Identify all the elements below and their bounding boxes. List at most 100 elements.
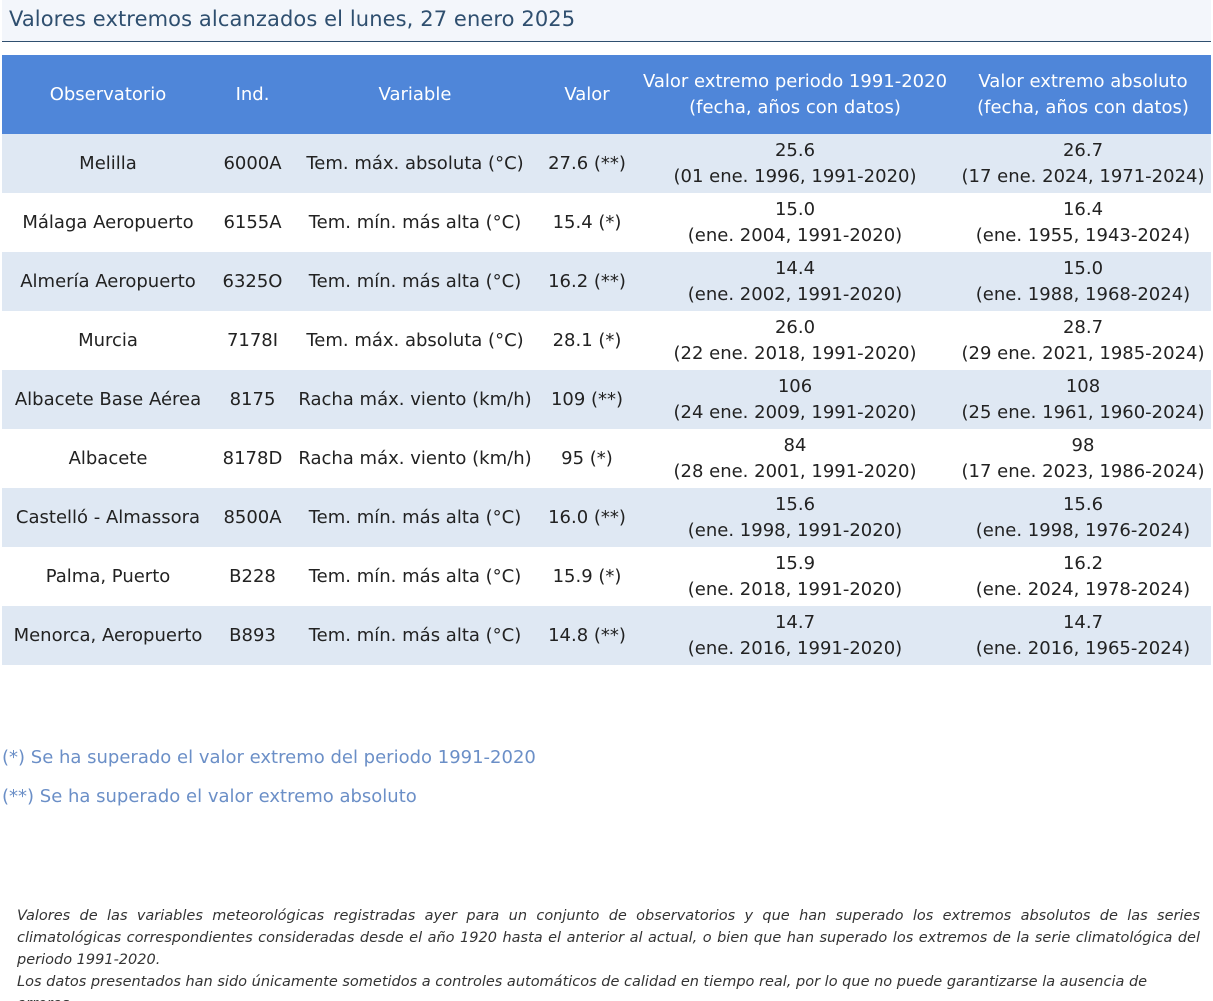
cell-absoluto-value: 28.7 bbox=[1062, 316, 1104, 338]
cell-periodo-value: 106 bbox=[777, 375, 813, 397]
cell-absoluto-date: (ene. 1988, 1968-2024) bbox=[975, 283, 1191, 305]
cell-periodo: 106 (24 ene. 2009, 1991-2020) bbox=[635, 370, 955, 429]
header-valor: Valor bbox=[539, 55, 635, 134]
table-row: Albacete 8178D Racha máx. viento (km/h) 95 … bbox=[2, 429, 1211, 488]
cell-periodo-date: (22 ene. 2018, 1991-2020) bbox=[673, 342, 917, 364]
cell-absoluto-value: 14.7 bbox=[1062, 611, 1104, 633]
table-row: Castelló - Almassora 8500A Tem. mín. más a… bbox=[2, 488, 1211, 547]
cell-periodo-date: (01 ene. 1996, 1991-2020) bbox=[673, 165, 917, 187]
cell-absoluto: 26.7 (17 ene. 2024, 1971-2024) bbox=[955, 134, 1211, 193]
header-periodo-line2: (fecha, años con datos) bbox=[689, 96, 901, 118]
cell-variable: Racha máx. viento (km/h) bbox=[291, 429, 539, 488]
cell-observatorio: Murcia bbox=[2, 311, 214, 370]
table-header-row: Observatorio Ind. Variable Valor Valor e… bbox=[2, 55, 1211, 134]
cell-absoluto-value: 26.7 bbox=[1062, 139, 1104, 161]
cell-periodo-value: 25.6 bbox=[774, 139, 816, 161]
cell-absoluto-date: (ene. 1998, 1976-2024) bbox=[975, 519, 1191, 541]
cell-ind: 7178I bbox=[214, 311, 291, 370]
cell-ind: 6155A bbox=[214, 193, 291, 252]
cell-absoluto: 16.4 (ene. 1955, 1943-2024) bbox=[955, 193, 1211, 252]
extremes-table: Observatorio Ind. Variable Valor Valor e… bbox=[2, 55, 1211, 665]
cell-periodo: 25.6 (01 ene. 1996, 1991-2020) bbox=[635, 134, 955, 193]
cell-valor: 14.8 (**) bbox=[539, 606, 635, 665]
cell-observatorio: Albacete Base Aérea bbox=[2, 370, 214, 429]
footer-paragraph-1: Valores de las variables meteorológicas … bbox=[17, 908, 1200, 968]
cell-valor: 16.0 (**) bbox=[539, 488, 635, 547]
cell-absoluto-value: 98 bbox=[1071, 434, 1095, 456]
cell-periodo-value: 15.6 bbox=[774, 493, 816, 515]
cell-observatorio: Almería Aeropuerto bbox=[2, 252, 214, 311]
cell-ind: B228 bbox=[214, 547, 291, 606]
cell-absoluto: 28.7 (29 ene. 2021, 1985-2024) bbox=[955, 311, 1211, 370]
cell-variable: Tem. mín. más alta (°C) bbox=[291, 252, 539, 311]
header-observatorio: Observatorio bbox=[2, 55, 214, 134]
cell-periodo: 14.7 (ene. 2016, 1991-2020) bbox=[635, 606, 955, 665]
cell-periodo-date: (28 ene. 2001, 1991-2020) bbox=[673, 460, 917, 482]
cell-absoluto: 98 (17 ene. 2023, 1986-2024) bbox=[955, 429, 1211, 488]
header-variable: Variable bbox=[291, 55, 539, 134]
cell-observatorio: Málaga Aeropuerto bbox=[2, 193, 214, 252]
note-single-asterisk: (*) Se ha superado el valor extremo del … bbox=[2, 747, 536, 768]
table-row: Almería Aeropuerto 6325O Tem. mín. más alt… bbox=[2, 252, 1211, 311]
cell-periodo-date: (24 ene. 2009, 1991-2020) bbox=[673, 401, 917, 423]
cell-periodo-date: (ene. 1998, 1991-2020) bbox=[687, 519, 903, 541]
cell-periodo: 15.0 (ene. 2004, 1991-2020) bbox=[635, 193, 955, 252]
cell-absoluto-value: 16.4 bbox=[1062, 198, 1104, 220]
cell-ind: 6325O bbox=[214, 252, 291, 311]
cell-variable: Tem. mín. más alta (°C) bbox=[291, 193, 539, 252]
cell-absoluto: 15.6 (ene. 1998, 1976-2024) bbox=[955, 488, 1211, 547]
cell-ind: B893 bbox=[214, 606, 291, 665]
header-periodo: Valor extremo periodo 1991-2020 (fecha, … bbox=[635, 55, 955, 134]
table-row: Murcia 7178I Tem. máx. absoluta (°C) 28.1 (… bbox=[2, 311, 1211, 370]
cell-ind: 8175 bbox=[214, 370, 291, 429]
cell-observatorio: Albacete bbox=[2, 429, 214, 488]
cell-absoluto: 14.7 (ene. 2016, 1965-2024) bbox=[955, 606, 1211, 665]
cell-periodo: 26.0 (22 ene. 2018, 1991-2020) bbox=[635, 311, 955, 370]
cell-absoluto-date: (29 ene. 2021, 1985-2024) bbox=[961, 342, 1205, 364]
table-row: Melilla 6000A Tem. máx. absoluta (°C) 27.6 … bbox=[2, 134, 1211, 193]
cell-valor: 28.1 (*) bbox=[539, 311, 635, 370]
table-row: Albacete Base Aérea 8175 Racha máx. viento… bbox=[2, 370, 1211, 429]
header-absoluto-line2: (fecha, años con datos) bbox=[977, 96, 1189, 118]
cell-periodo-value: 14.4 bbox=[774, 257, 816, 279]
cell-variable: Racha máx. viento (km/h) bbox=[291, 370, 539, 429]
cell-periodo-date: (ene. 2002, 1991-2020) bbox=[687, 283, 903, 305]
cell-absoluto-value: 16.2 bbox=[1062, 552, 1104, 574]
cell-absoluto-date: (17 ene. 2023, 1986-2024) bbox=[961, 460, 1205, 482]
cell-periodo-value: 14.7 bbox=[774, 611, 816, 633]
cell-variable: Tem. máx. absoluta (°C) bbox=[291, 311, 539, 370]
cell-periodo: 15.6 (ene. 1998, 1991-2020) bbox=[635, 488, 955, 547]
cell-observatorio: Melilla bbox=[2, 134, 214, 193]
cell-valor: 16.2 (**) bbox=[539, 252, 635, 311]
cell-ind: 8500A bbox=[214, 488, 291, 547]
cell-variable: Tem. mín. más alta (°C) bbox=[291, 488, 539, 547]
table-row: Palma, Puerto B228 Tem. mín. más alta (°C)… bbox=[2, 547, 1211, 606]
cell-valor: 15.9 (*) bbox=[539, 547, 635, 606]
cell-ind: 8178D bbox=[214, 429, 291, 488]
cell-absoluto: 16.2 (ene. 2024, 1978-2024) bbox=[955, 547, 1211, 606]
cell-periodo-value: 15.0 bbox=[774, 198, 816, 220]
cell-absoluto: 108 (25 ene. 1961, 1960-2024) bbox=[955, 370, 1211, 429]
cell-valor: 109 (**) bbox=[539, 370, 635, 429]
cell-observatorio: Castelló - Almassora bbox=[2, 488, 214, 547]
cell-periodo-date: (ene. 2018, 1991-2020) bbox=[687, 578, 903, 600]
title-bar: Valores extremos alcanzados el lunes, 27… bbox=[2, 0, 1211, 42]
cell-absoluto-value: 15.0 bbox=[1062, 257, 1104, 279]
note-double-asterisk: (**) Se ha superado el valor extremo abs… bbox=[2, 786, 417, 807]
cell-ind: 6000A bbox=[214, 134, 291, 193]
cell-valor: 15.4 (*) bbox=[539, 193, 635, 252]
cell-absoluto: 15.0 (ene. 1988, 1968-2024) bbox=[955, 252, 1211, 311]
cell-absoluto-date: (ene. 1955, 1943-2024) bbox=[975, 224, 1191, 246]
cell-periodo-value: 26.0 bbox=[774, 316, 816, 338]
cell-absoluto-date: (25 ene. 1961, 1960-2024) bbox=[961, 401, 1205, 423]
header-periodo-line1: Valor extremo periodo 1991-2020 bbox=[642, 70, 948, 92]
header-absoluto-line1: Valor extremo absoluto bbox=[978, 70, 1188, 92]
cell-periodo-value: 84 bbox=[783, 434, 807, 456]
cell-valor: 95 (*) bbox=[539, 429, 635, 488]
header-ind: Ind. bbox=[214, 55, 291, 134]
header-absoluto: Valor extremo absoluto (fecha, años con … bbox=[955, 55, 1211, 134]
table-row: Málaga Aeropuerto 6155A Tem. mín. más alta… bbox=[2, 193, 1211, 252]
cell-variable: Tem. mín. más alta (°C) bbox=[291, 606, 539, 665]
cell-absoluto-date: (ene. 2016, 1965-2024) bbox=[975, 637, 1191, 659]
cell-periodo: 15.9 (ene. 2018, 1991-2020) bbox=[635, 547, 955, 606]
